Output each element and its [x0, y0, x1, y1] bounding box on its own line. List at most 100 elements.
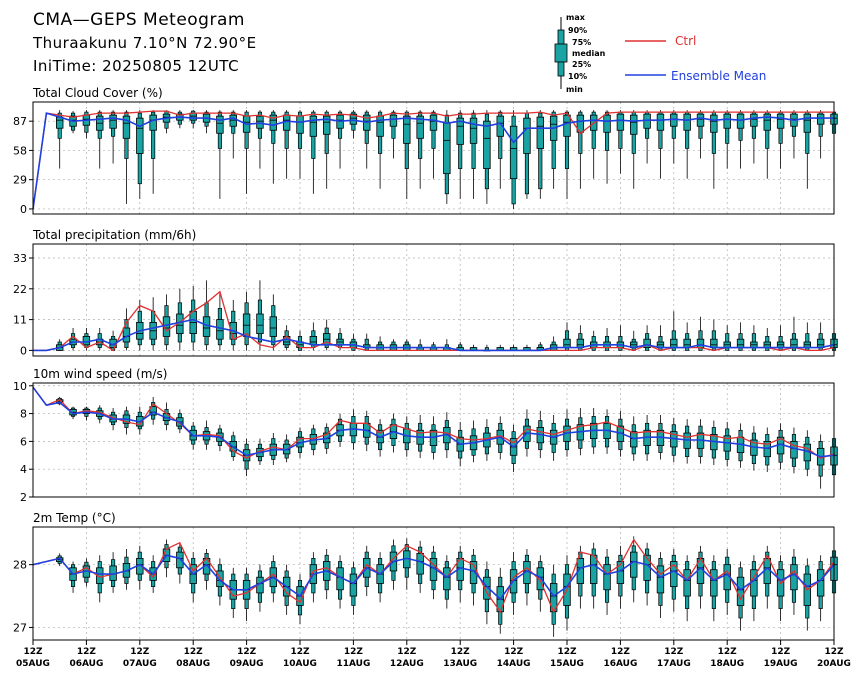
x-tick-label-time: 12Z: [824, 647, 844, 657]
box-inner: [376, 115, 384, 137]
x-tick-label-time: 12Z: [77, 647, 97, 657]
box-inner: [643, 338, 651, 349]
x-tick-label-time: 12Z: [611, 647, 631, 657]
box-inner: [109, 114, 117, 129]
box-inner: [616, 113, 625, 131]
box-inner: [523, 117, 531, 154]
box-inner: [656, 565, 665, 594]
y-tick-label: 22: [13, 283, 27, 296]
box-inner: [389, 114, 398, 127]
box-inner: [683, 569, 691, 597]
legend-p25-label: 25%: [572, 60, 591, 69]
box-inner: [576, 557, 585, 584]
x-tick-label-date: 15AUG: [550, 659, 584, 669]
x-tick-label-time: 12Z: [397, 647, 417, 657]
panel-frame: [32, 382, 835, 498]
box-inner: [790, 338, 798, 349]
x-tick-label-time: 12Z: [290, 647, 310, 657]
box-inner: [816, 113, 825, 125]
y-tick-label: 2: [20, 491, 27, 504]
panel-title: 10m wind speed (m/s): [33, 367, 167, 381]
box-inner: [122, 115, 131, 139]
box-inner: [322, 115, 331, 135]
x-tick-label-date: 07AUG: [123, 659, 157, 669]
box-inner: [616, 561, 625, 584]
box-inner: [563, 114, 571, 137]
x-tick-label-date: 14AUG: [497, 659, 531, 669]
box-inner: [229, 114, 237, 127]
legend-max-label: max: [566, 13, 586, 22]
box-inner: [443, 122, 451, 175]
x-tick-label-date: 13AUG: [443, 659, 477, 669]
mean-line: [32, 386, 835, 458]
box-inner: [536, 116, 544, 149]
y-tick-label: 8: [20, 408, 27, 421]
legend-median-label: median: [572, 49, 606, 58]
box-inner: [189, 112, 197, 121]
box-inner: [736, 576, 745, 606]
panel-1: Total precipitation (mm/6h) 0 11 22 33: [13, 228, 838, 357]
x-tick-label-date: 05AUG: [16, 659, 50, 669]
box-inner: [469, 117, 478, 144]
box-inner: [429, 114, 438, 131]
box-inner: [696, 338, 705, 349]
box-inner: [710, 569, 718, 597]
legend-p90-label: 90%: [568, 26, 587, 35]
box-inner: [483, 576, 491, 600]
y-tick-label: 33: [13, 252, 27, 265]
box-inner: [443, 567, 451, 591]
y-tick-label: 6: [20, 435, 27, 448]
box-inner: [630, 114, 638, 135]
x-tick-label-time: 12Z: [184, 647, 204, 657]
box-inner: [456, 117, 464, 145]
box-inner: [723, 113, 731, 129]
box-inner: [483, 120, 491, 169]
box-inner: [96, 567, 104, 584]
y-tick-label: 0: [20, 344, 27, 357]
x-tick-label-time: 12Z: [504, 647, 524, 657]
x-tick-label-date: 18AUG: [710, 659, 744, 669]
box-inner: [296, 115, 304, 134]
x-tick-label-time: 12Z: [718, 647, 738, 657]
y-tick-label: 28: [13, 559, 27, 572]
panel-title: 2m Temp (°C): [33, 511, 116, 525]
box-outer: [564, 111, 570, 169]
x-tick-label-time: 12Z: [130, 647, 150, 657]
ctrl-line: [32, 110, 834, 210]
box-inner: [496, 115, 504, 137]
panel-title: Total precipitation (mm/6h): [32, 228, 196, 242]
box-inner: [256, 115, 264, 129]
x-tick-label-date: 12AUG: [390, 659, 424, 669]
box-inner: [269, 114, 277, 131]
y-tick-label: 10: [13, 380, 27, 393]
box-inner: [216, 319, 224, 340]
box-inner: [309, 115, 318, 137]
y-tick-label: 27: [13, 621, 27, 634]
x-tick-label-time: 12Z: [557, 647, 577, 657]
mean-line: [32, 112, 834, 210]
box-inner: [536, 567, 544, 591]
legend: max 90% 75% median 25% 10% min Ctrl Ense…: [554, 13, 766, 94]
legend-p75-label: 75%: [572, 38, 591, 47]
panel-2: 10m wind speed (m/s) 2 4 6 8 10: [13, 367, 838, 504]
box-inner: [736, 113, 745, 129]
box-inner: [696, 113, 705, 127]
x-axis: 12Z 05AUG 12Z 06AUG 12Z 07AUG 12Z 08AUG 12Z 09AUG…: [16, 640, 851, 669]
x-tick-label-time: 12Z: [771, 647, 791, 657]
box-inner: [349, 573, 358, 597]
x-tick-label-time: 12Z: [344, 647, 364, 657]
ctrl-line: [33, 290, 835, 352]
location-label: Thuraakunu 7.10°N 72.90°E: [32, 34, 257, 52]
x-tick-label-date: 09AUG: [230, 659, 264, 669]
y-tick-label: 58: [13, 144, 27, 157]
box-inner: [416, 115, 424, 139]
panel-title: Total Cloud Cover (%): [32, 86, 163, 100]
box-inner: [683, 113, 691, 131]
box-inner: [216, 570, 224, 588]
box-inner: [403, 115, 411, 144]
box-inner: [736, 338, 745, 349]
ctrl-line: [32, 538, 835, 614]
x-tick-label-time: 12Z: [237, 647, 257, 657]
y-tick-label: 0: [20, 203, 27, 216]
